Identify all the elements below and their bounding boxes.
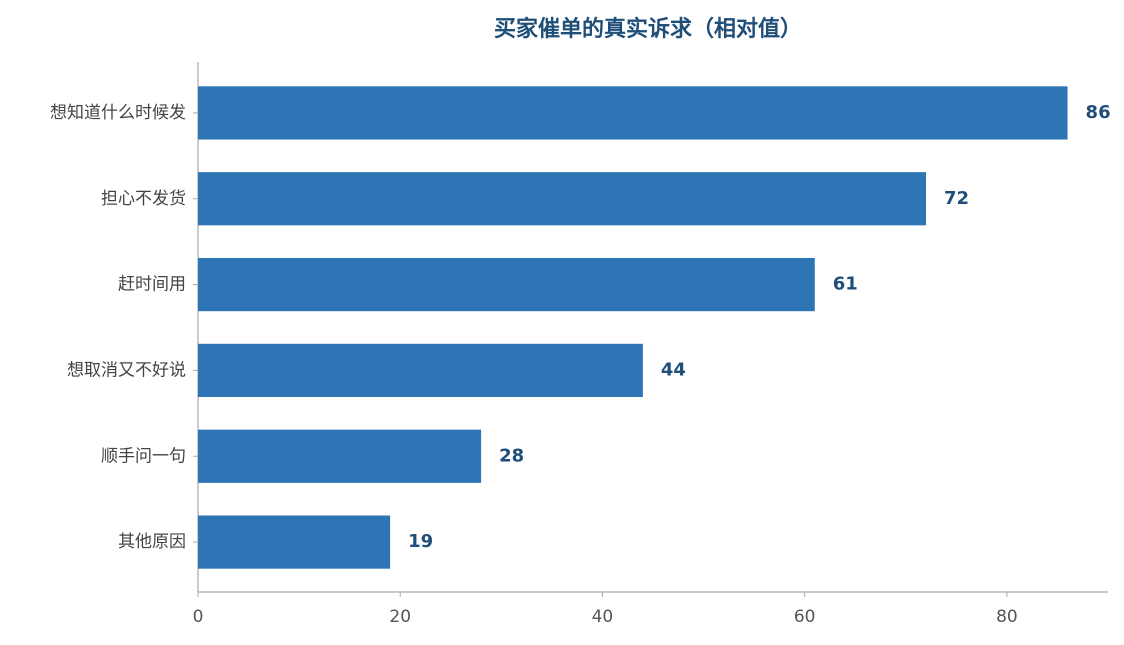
chart-title: 买家催单的真实诉求（相对值）: [494, 16, 802, 42]
x-tick-label: 60: [794, 607, 816, 627]
x-tick-label: 20: [389, 607, 411, 627]
value-label: 19: [408, 531, 433, 552]
x-tick-label: 0: [193, 607, 204, 627]
bar: [198, 429, 482, 483]
y-tick-label: 其他原因: [118, 532, 186, 552]
value-label: 44: [661, 359, 686, 380]
y-tick-label: 想知道什么时候发: [50, 103, 186, 123]
value-label: 72: [944, 188, 969, 209]
bar: [198, 172, 926, 226]
value-label: 86: [1086, 102, 1111, 123]
y-tick-label: 想取消又不好说: [67, 360, 186, 380]
bar: [198, 343, 643, 398]
value-label: 28: [499, 445, 524, 466]
value-label: 61: [833, 274, 858, 295]
bar: [198, 86, 1068, 140]
x-tick-label: 80: [996, 607, 1018, 627]
y-tick-label: 顺手问一句: [101, 446, 186, 466]
y-tick-label: 担心不发货: [101, 189, 186, 209]
x-tick-label: 40: [592, 607, 614, 627]
bar: [198, 257, 815, 312]
y-tick-label: 赶时间用: [118, 275, 186, 295]
bar: [198, 515, 391, 569]
